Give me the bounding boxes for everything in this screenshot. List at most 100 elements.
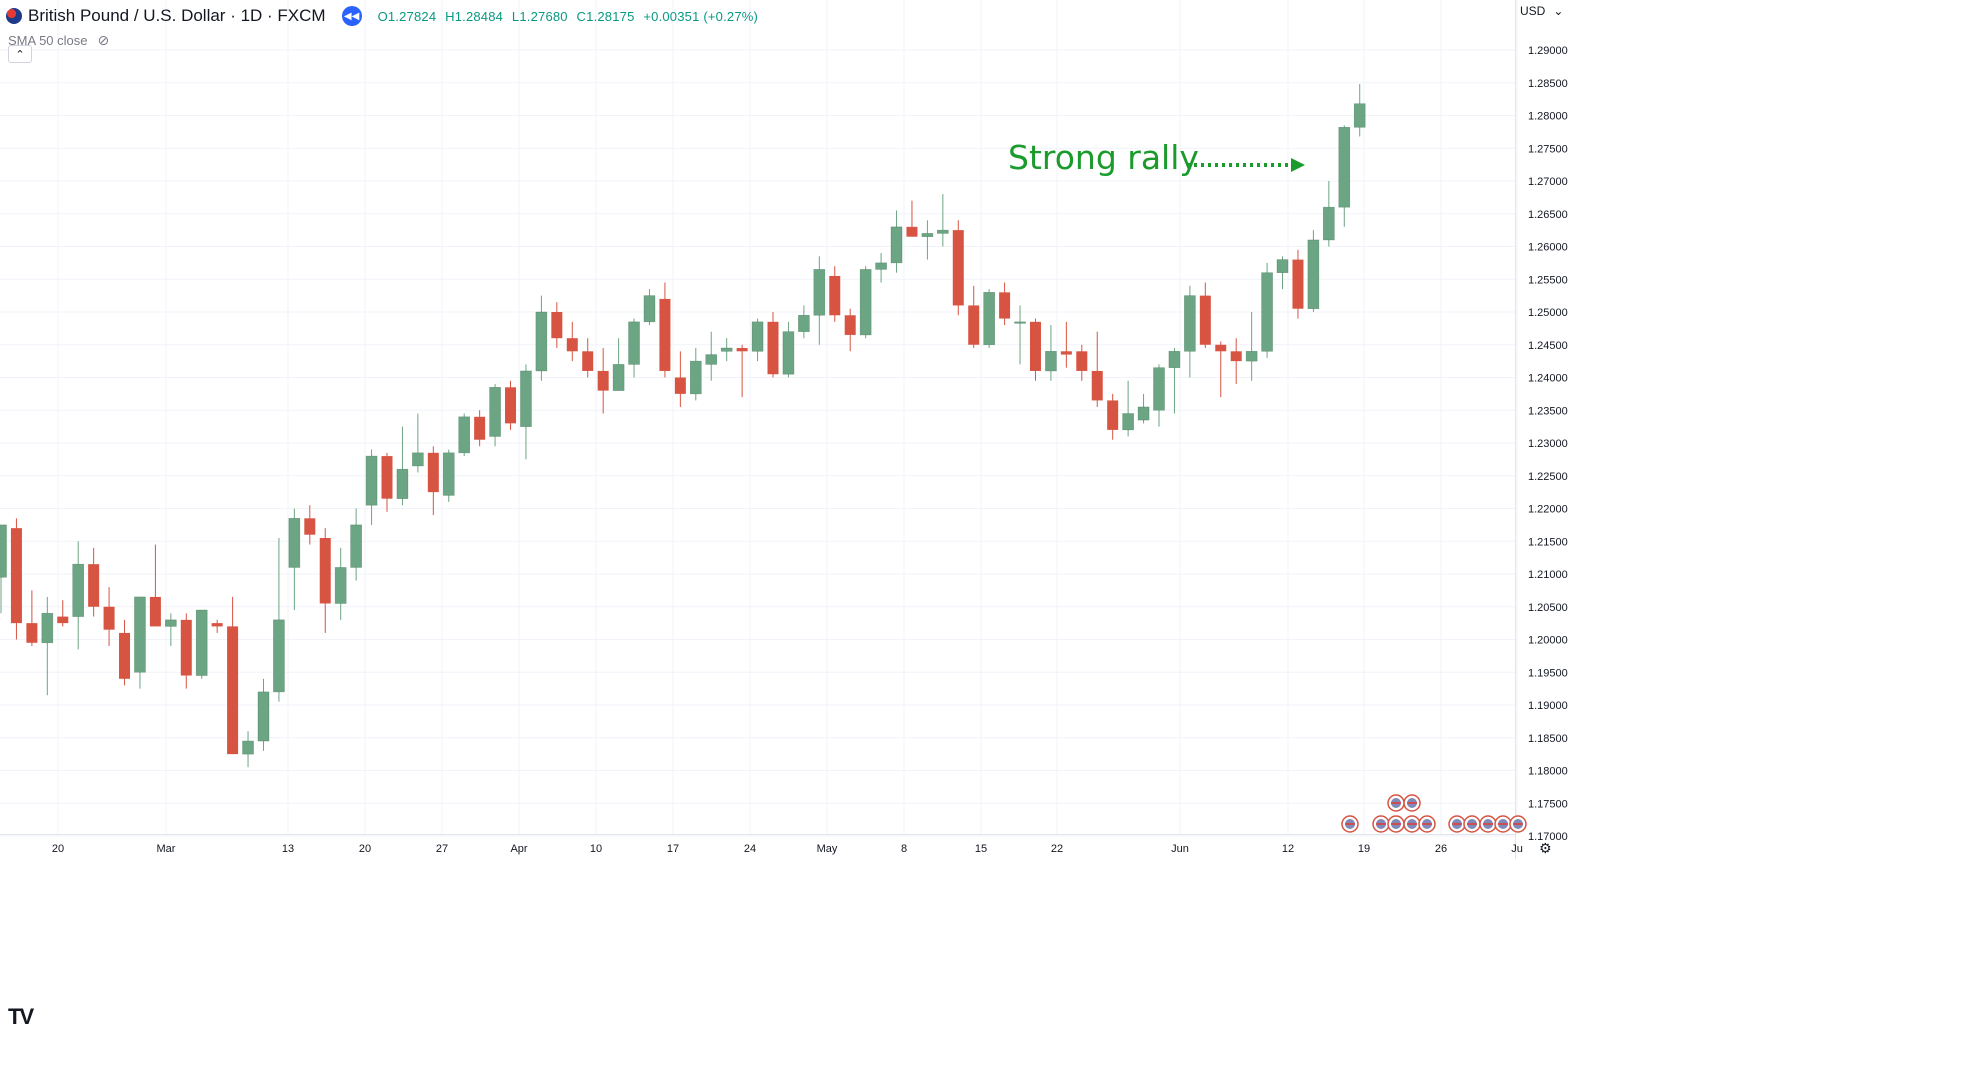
replay-icon[interactable]: ◀◀ [341,6,362,26]
candle[interactable] [165,613,177,647]
event-flag-icon[interactable] [1448,815,1466,833]
candle[interactable] [211,619,223,633]
collapse-legend-button[interactable]: ⌃ [8,45,32,63]
candle[interactable] [489,384,501,447]
candle[interactable] [396,426,409,506]
candle[interactable] [41,596,54,696]
candle[interactable] [813,256,826,345]
candle[interactable] [149,544,161,627]
candle[interactable] [288,508,301,611]
candle[interactable] [1230,338,1242,385]
candle[interactable] [968,285,980,349]
event-flag-icon[interactable] [1494,815,1512,833]
candle[interactable] [952,220,964,316]
candle[interactable] [859,266,872,339]
candle[interactable] [566,321,578,362]
candle[interactable] [227,596,239,755]
event-flag-icon[interactable] [1403,815,1421,833]
candle[interactable] [1091,331,1103,407]
candle[interactable] [88,547,100,617]
candle[interactable] [1168,348,1181,414]
tradingview-logo[interactable]: TV [8,1004,34,1029]
candle[interactable] [442,449,455,502]
event-flag-icon[interactable] [1463,815,1481,833]
candle[interactable] [844,308,856,352]
candle[interactable] [119,619,131,686]
candle[interactable] [937,194,949,247]
candle[interactable] [1137,393,1150,424]
candle[interactable] [1122,380,1134,437]
candle[interactable] [195,609,208,679]
candle[interactable] [72,541,84,650]
candle[interactable] [0,524,7,614]
candle[interactable] [427,446,439,516]
candle[interactable] [1261,262,1273,358]
candle[interactable] [57,600,69,627]
candle[interactable] [999,282,1011,326]
candle[interactable] [751,318,764,362]
candle[interactable] [643,289,656,326]
candle[interactable] [1107,393,1119,440]
candle[interactable] [983,289,995,349]
candle[interactable] [10,518,22,640]
eye-hidden-icon[interactable]: ⊘ [97,32,110,48]
candle[interactable] [612,338,625,391]
candle[interactable] [767,312,779,378]
candle[interactable] [890,210,903,273]
candle[interactable] [921,220,934,260]
candle[interactable] [1338,125,1351,227]
candle[interactable] [350,508,362,581]
candle[interactable] [674,351,686,407]
candle[interactable] [689,348,702,401]
candle[interactable] [26,590,38,647]
candle[interactable] [829,266,841,322]
candle[interactable] [1276,256,1289,290]
candle[interactable] [659,282,671,378]
gear-icon[interactable]: ⚙ [1539,840,1552,856]
candle[interactable] [1076,344,1088,381]
candle[interactable] [381,452,393,512]
symbol-title[interactable]: British Pound / U.S. Dollar · 1D · FXCM [28,6,326,25]
candle[interactable] [535,295,548,381]
candle[interactable] [319,528,331,633]
candle[interactable] [1292,249,1304,319]
candle[interactable] [736,344,748,398]
event-flag-icon[interactable] [1387,794,1405,812]
candle[interactable] [906,200,918,237]
candle[interactable] [597,348,609,414]
candle[interactable] [1029,318,1041,381]
candle[interactable] [875,253,887,283]
candle[interactable] [505,380,517,430]
event-flag-icon[interactable] [1387,815,1405,833]
candle[interactable] [103,587,115,647]
candle[interactable] [1045,325,1057,381]
candle[interactable] [458,413,471,457]
candle[interactable] [1215,341,1227,398]
candle[interactable] [1245,312,1258,381]
candle[interactable] [798,305,810,339]
candle[interactable] [304,505,316,545]
candle[interactable] [628,318,640,378]
candle[interactable] [1184,285,1196,378]
candle[interactable] [257,678,270,751]
event-flag-icon[interactable] [1341,815,1359,833]
currency-selector[interactable]: USD ⌄ [1520,4,1563,18]
candle[interactable] [1199,282,1211,349]
candle[interactable] [1323,181,1335,247]
event-flag-icon[interactable] [1372,815,1390,833]
candle[interactable] [365,449,378,525]
candle[interactable] [474,410,486,447]
candle[interactable] [782,321,795,378]
candle[interactable] [273,537,285,702]
event-flag-icon[interactable] [1403,794,1421,812]
candle[interactable] [551,302,563,349]
candle[interactable] [1353,84,1366,137]
candle[interactable] [412,413,424,473]
candle[interactable] [242,731,254,768]
event-flag-icon[interactable] [1418,815,1436,833]
event-flag-icon[interactable] [1509,815,1527,833]
candle[interactable] [334,547,347,620]
candle[interactable] [180,613,192,689]
candle[interactable] [1307,230,1320,312]
